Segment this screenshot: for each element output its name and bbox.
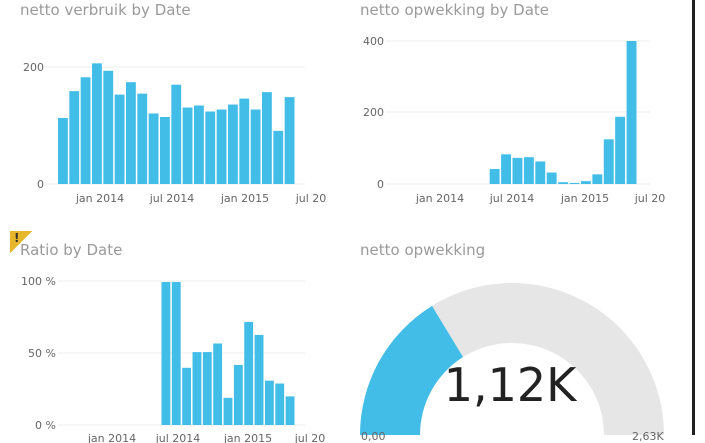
chart-bar bbox=[546, 172, 557, 184]
tile-title: netto opwekking bbox=[360, 241, 486, 259]
y-tick-label: 100 % bbox=[21, 275, 56, 288]
tile-title: netto opwekking by Date bbox=[360, 1, 549, 19]
chart-bar bbox=[161, 282, 171, 425]
chart-bar bbox=[228, 104, 238, 184]
x-tick-label: jan 2015 bbox=[220, 192, 269, 205]
gauge-min-label: 0,00 bbox=[361, 430, 386, 443]
chart-bar bbox=[262, 92, 272, 184]
chart-bar bbox=[489, 168, 500, 184]
chart-bar bbox=[213, 343, 223, 425]
chart-bar bbox=[137, 93, 148, 184]
y-tick-label: 0 % bbox=[35, 419, 56, 432]
chart-bar bbox=[223, 397, 233, 425]
chart-bar bbox=[239, 98, 250, 184]
chart-bar bbox=[264, 380, 274, 425]
chart-bar bbox=[569, 182, 580, 184]
chart-bar bbox=[535, 161, 546, 184]
chart-bar bbox=[103, 70, 114, 184]
chart-bar bbox=[69, 91, 80, 184]
tile-gauge[interactable]: netto opwekking bbox=[355, 230, 695, 435]
x-tick-label: jan 2014 bbox=[75, 192, 124, 205]
chart-bar bbox=[254, 334, 264, 425]
chart-bar bbox=[182, 107, 193, 184]
x-tick-label: jul 2014 bbox=[489, 192, 535, 205]
chart-bar bbox=[126, 82, 136, 184]
chart-bar bbox=[194, 105, 204, 184]
chart-bar bbox=[171, 282, 181, 425]
gauge-max-label: 2,63K bbox=[632, 430, 664, 443]
chart-bar bbox=[603, 139, 614, 184]
chart-bar bbox=[501, 154, 511, 184]
y-tick-label: 0 bbox=[37, 178, 44, 191]
chart-bar bbox=[192, 352, 202, 425]
chart-bar bbox=[512, 157, 523, 184]
x-tick-label: jul 20 bbox=[295, 192, 327, 205]
tile-netto-verbruik[interactable]: netto verbruik by Date bbox=[0, 0, 340, 215]
tile-title: Ratio by Date bbox=[20, 241, 123, 259]
gauge-value: 1,12K bbox=[443, 358, 577, 412]
y-tick-label: 200 bbox=[363, 106, 384, 119]
chart-bar bbox=[615, 116, 626, 184]
chart-bar bbox=[182, 367, 192, 425]
x-tick-label: jul 2014 bbox=[149, 192, 195, 205]
y-tick-label: 400 bbox=[363, 35, 384, 48]
chart-bar bbox=[580, 181, 591, 184]
scrollbar[interactable] bbox=[692, 0, 695, 435]
tile-ratio[interactable]: Ratio by Date bbox=[0, 230, 340, 435]
chart-bar bbox=[273, 130, 284, 184]
chart-bar bbox=[244, 322, 254, 425]
chart-bar bbox=[205, 111, 216, 184]
chart-bar bbox=[284, 97, 295, 184]
x-tick-label: jan 2015 bbox=[560, 192, 609, 205]
x-tick-label: jul 20 bbox=[634, 192, 666, 205]
y-tick-label: 0 bbox=[377, 178, 384, 191]
chart-bar bbox=[233, 364, 243, 425]
warning-icon[interactable]: ! bbox=[10, 231, 32, 253]
chart-bar bbox=[202, 352, 212, 425]
x-tick-label: jan 2014 bbox=[415, 192, 464, 205]
y-tick-label: 200 bbox=[23, 61, 44, 74]
chart-bar bbox=[80, 77, 91, 184]
chart-bar bbox=[626, 41, 637, 184]
chart-bar bbox=[250, 109, 261, 184]
chart-bar bbox=[171, 84, 182, 184]
chart-bar bbox=[160, 116, 170, 184]
chart-bar bbox=[285, 396, 295, 425]
chart-bar bbox=[148, 113, 159, 184]
gauge-fill bbox=[360, 306, 463, 435]
tile-title: netto verbruik by Date bbox=[20, 1, 191, 19]
tile-netto-opwekking-by-date[interactable]: netto opwekking by Date bbox=[355, 0, 695, 215]
chart-bar bbox=[58, 117, 68, 184]
chart-bar bbox=[275, 383, 285, 425]
chart-bar bbox=[216, 109, 227, 184]
chart-bar bbox=[558, 182, 569, 184]
chart-bar bbox=[523, 157, 534, 184]
chart-bar bbox=[592, 174, 603, 184]
chart-bar bbox=[114, 94, 125, 184]
chart-bar bbox=[92, 63, 102, 184]
y-tick-label: 50 % bbox=[28, 347, 56, 360]
